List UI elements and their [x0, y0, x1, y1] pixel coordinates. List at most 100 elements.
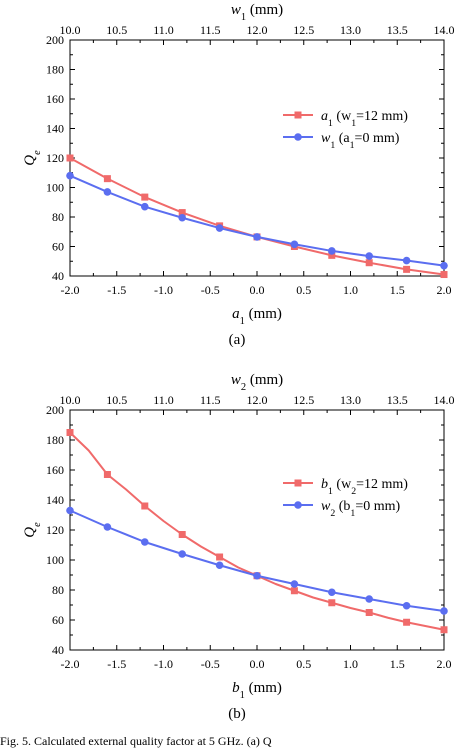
top-x-tick-label: 13.0	[340, 23, 361, 37]
x-axis-title-part: a	[232, 306, 240, 322]
legend-label-part: w	[321, 131, 331, 146]
legend-label-part: 2	[351, 486, 356, 497]
top-x-axis-title: w1 (mm)	[231, 2, 283, 23]
data-point-square	[440, 271, 448, 279]
data-point-square	[403, 265, 411, 273]
legend-label: w2 (b1=0 mm)	[321, 499, 401, 519]
y-tick-label: 80	[52, 583, 64, 597]
data-point-square	[141, 502, 149, 510]
y-tick-label: 100	[46, 553, 64, 567]
top-x-tick-label: 10.0	[60, 393, 81, 407]
data-point-square	[328, 251, 336, 259]
y-axis-title: Qe	[22, 522, 43, 538]
top-x-axis-title-part: w	[231, 372, 241, 388]
data-point-square	[66, 154, 74, 162]
top-x-axis-title-part: 1	[241, 12, 246, 23]
top-x-axis-title-part: (mm)	[246, 2, 283, 18]
data-point-circle	[402, 601, 411, 610]
top-x-axis-title-part: w	[231, 2, 241, 18]
data-point-circle	[328, 247, 336, 255]
top-x-tick-label: 12.5	[293, 23, 314, 37]
data-point-circle	[103, 188, 112, 196]
y-tick-label: 40	[52, 643, 64, 657]
chart-panel-b: -2.0 -1.5 -1.0 -0.5 0.0 0.5 1.0 1.5 2.0 10.0 10.5 1…	[22, 372, 455, 722]
data-point-circle	[290, 580, 299, 588]
top-x-tick-label: 12.5	[293, 393, 314, 407]
data-point-square	[290, 587, 298, 595]
data-point-circle	[365, 595, 374, 603]
y-tick-label: 180	[46, 433, 64, 447]
y-tick-label: 120	[46, 523, 64, 537]
legend-marker-square	[294, 479, 302, 487]
x-tick-label: -2.0	[61, 283, 80, 297]
data-point-square	[365, 259, 373, 267]
y-tick-label: 40	[52, 269, 64, 283]
data-point-circle	[178, 550, 186, 558]
legend-marker-square	[294, 111, 302, 119]
series-line-blue	[69, 509, 445, 612]
legend-label-part: 2	[330, 508, 335, 519]
legend-marker-circle	[294, 133, 302, 141]
legend-label-part: =12 mm)	[356, 109, 408, 124]
data-point-circle	[440, 607, 448, 615]
x-tick-label: -1.0	[154, 657, 173, 671]
y-tick-label: 180	[46, 63, 64, 77]
legend-label-part: =12 mm)	[356, 477, 408, 492]
data-point-square	[178, 209, 186, 217]
top-x-tick-label: 10.5	[106, 393, 127, 407]
legend-label-part: (w	[333, 109, 352, 124]
y-tick-label: 140	[46, 122, 64, 136]
y-tick-label: 140	[46, 493, 64, 507]
legend-label-part: (w	[333, 477, 352, 492]
legend-label-part: (b	[335, 499, 350, 514]
x-tick-label: -0.5	[201, 657, 220, 671]
legend-label-part: b	[321, 477, 328, 492]
top-x-axis-title-part: 2	[241, 382, 246, 393]
x-tick-label: 1.5	[390, 283, 405, 297]
legend-label-part: =0 mm)	[355, 131, 400, 146]
data-point-circle	[103, 523, 112, 531]
top-x-tick-label: 14.0	[434, 393, 455, 407]
x-tick-label: 0.0	[250, 283, 265, 297]
y-tick-label: 60	[52, 613, 64, 627]
data-point-circle	[328, 588, 336, 597]
top-x-tick-label: 11.0	[153, 23, 174, 37]
data-point-circle	[253, 571, 261, 580]
top-x-tick-label: 11.0	[153, 393, 174, 407]
top-x-tick-label: 11.5	[200, 393, 221, 407]
legend-label-part: 1	[328, 118, 333, 129]
x-tick-label: -0.5	[201, 283, 220, 297]
data-point-circle	[178, 213, 186, 222]
y-tick-label: 200	[46, 33, 64, 47]
data-point-square	[178, 531, 186, 538]
data-point-circle	[365, 252, 374, 260]
data-point-square	[365, 609, 373, 616]
legend-label: w1 (a1=0 mm)	[321, 131, 400, 151]
data-point-square	[141, 193, 149, 201]
legend-label-part: (a	[335, 131, 350, 146]
figure-caption: Fig. 5. Calculated external quality fact…	[0, 734, 272, 748]
series-line-red	[69, 157, 445, 276]
x-tick-label: 1.0	[343, 657, 358, 671]
panel-label: (a)	[229, 332, 246, 348]
data-point-square	[403, 618, 411, 626]
top-x-tick-label: 14.0	[434, 23, 455, 37]
data-point-circle	[440, 261, 448, 270]
x-axis-title: a1 (mm)	[232, 306, 282, 327]
legend-label-part: 1	[351, 118, 356, 129]
top-x-tick-label: 13.0	[340, 393, 361, 407]
legend-label: b1 (w2=12 mm)	[321, 477, 408, 497]
data-point-circle	[290, 240, 299, 249]
x-tick-label: -1.0	[154, 283, 173, 297]
data-point-circle	[215, 561, 224, 570]
y-tick-label: 100	[46, 181, 64, 195]
panel-label: (b)	[228, 706, 246, 722]
legend-label-part: =0 mm)	[355, 499, 400, 514]
legend-label-part: w	[321, 499, 331, 514]
legend-label-part: 1	[350, 140, 355, 151]
y-axis-title-part: e	[32, 150, 43, 155]
data-point-circle	[402, 256, 411, 265]
y-tick-label: 160	[46, 463, 64, 477]
legend-label-part: a	[321, 109, 328, 124]
data-point-square	[66, 429, 74, 436]
